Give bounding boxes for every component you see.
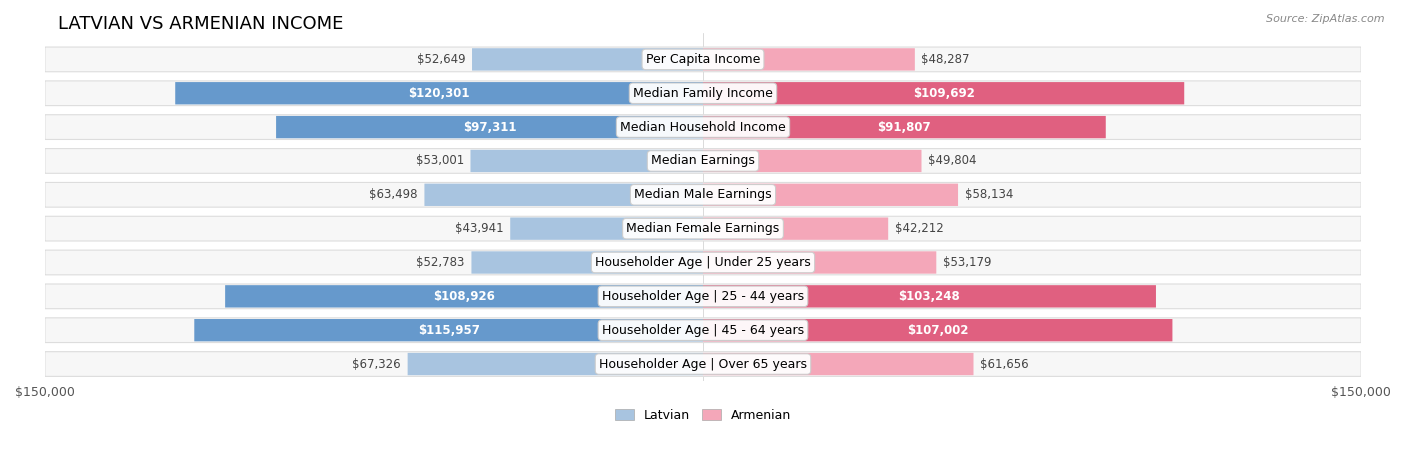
Text: $52,649: $52,649	[416, 53, 465, 66]
Text: $115,957: $115,957	[418, 324, 479, 337]
FancyBboxPatch shape	[703, 116, 1105, 138]
Text: $53,001: $53,001	[416, 155, 464, 168]
FancyBboxPatch shape	[703, 353, 973, 375]
FancyBboxPatch shape	[703, 82, 1184, 105]
FancyBboxPatch shape	[703, 285, 1156, 307]
FancyBboxPatch shape	[45, 47, 1361, 72]
FancyBboxPatch shape	[471, 150, 703, 172]
Text: Median Household Income: Median Household Income	[620, 120, 786, 134]
FancyBboxPatch shape	[45, 250, 1361, 275]
Text: $97,311: $97,311	[463, 120, 516, 134]
FancyBboxPatch shape	[45, 81, 1361, 106]
Text: $48,287: $48,287	[921, 53, 970, 66]
FancyBboxPatch shape	[45, 115, 1361, 140]
Text: $63,498: $63,498	[370, 188, 418, 201]
Text: $109,692: $109,692	[912, 87, 974, 100]
FancyBboxPatch shape	[45, 149, 1361, 173]
Text: Householder Age | 45 - 64 years: Householder Age | 45 - 64 years	[602, 324, 804, 337]
Text: $49,804: $49,804	[928, 155, 977, 168]
Text: $91,807: $91,807	[877, 120, 931, 134]
FancyBboxPatch shape	[225, 285, 703, 307]
FancyBboxPatch shape	[425, 184, 703, 206]
FancyBboxPatch shape	[194, 319, 703, 341]
Text: Median Male Earnings: Median Male Earnings	[634, 188, 772, 201]
FancyBboxPatch shape	[472, 48, 703, 71]
Text: $61,656: $61,656	[980, 358, 1029, 370]
Text: LATVIAN VS ARMENIAN INCOME: LATVIAN VS ARMENIAN INCOME	[58, 15, 343, 33]
FancyBboxPatch shape	[703, 150, 921, 172]
Text: $108,926: $108,926	[433, 290, 495, 303]
Text: Per Capita Income: Per Capita Income	[645, 53, 761, 66]
FancyBboxPatch shape	[45, 284, 1361, 309]
FancyBboxPatch shape	[176, 82, 703, 105]
Text: $67,326: $67,326	[353, 358, 401, 370]
Text: Householder Age | Under 25 years: Householder Age | Under 25 years	[595, 256, 811, 269]
Text: Median Family Income: Median Family Income	[633, 87, 773, 100]
Legend: Latvian, Armenian: Latvian, Armenian	[610, 404, 796, 427]
Text: Median Female Earnings: Median Female Earnings	[627, 222, 779, 235]
FancyBboxPatch shape	[703, 251, 936, 274]
FancyBboxPatch shape	[703, 48, 915, 71]
Text: Median Earnings: Median Earnings	[651, 155, 755, 168]
FancyBboxPatch shape	[408, 353, 703, 375]
FancyBboxPatch shape	[45, 216, 1361, 241]
FancyBboxPatch shape	[471, 251, 703, 274]
FancyBboxPatch shape	[45, 352, 1361, 376]
Text: Householder Age | 25 - 44 years: Householder Age | 25 - 44 years	[602, 290, 804, 303]
FancyBboxPatch shape	[703, 319, 1173, 341]
Text: $103,248: $103,248	[898, 290, 960, 303]
Text: $42,212: $42,212	[894, 222, 943, 235]
FancyBboxPatch shape	[45, 318, 1361, 342]
Text: $120,301: $120,301	[408, 87, 470, 100]
FancyBboxPatch shape	[510, 218, 703, 240]
Text: $107,002: $107,002	[907, 324, 969, 337]
Text: $52,783: $52,783	[416, 256, 465, 269]
FancyBboxPatch shape	[703, 218, 889, 240]
FancyBboxPatch shape	[276, 116, 703, 138]
Text: $43,941: $43,941	[456, 222, 503, 235]
FancyBboxPatch shape	[703, 184, 957, 206]
Text: $58,134: $58,134	[965, 188, 1012, 201]
Text: $53,179: $53,179	[943, 256, 991, 269]
Text: Source: ZipAtlas.com: Source: ZipAtlas.com	[1267, 14, 1385, 24]
Text: Householder Age | Over 65 years: Householder Age | Over 65 years	[599, 358, 807, 370]
FancyBboxPatch shape	[45, 183, 1361, 207]
